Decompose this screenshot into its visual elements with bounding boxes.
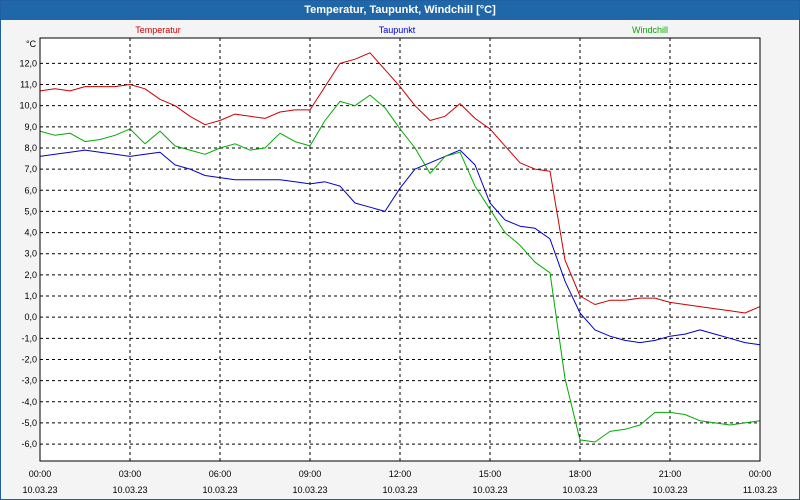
x-tick-time: 21:00: [659, 469, 682, 479]
y-tick-label: 8,0: [24, 143, 37, 153]
y-tick-label: -1,0: [21, 333, 37, 343]
y-tick-label: 1,0: [24, 291, 37, 301]
series-line-temperatur: [39, 52, 761, 314]
legend-temperatur: Temperatur: [135, 25, 181, 35]
y-tick-label: 0,0: [24, 312, 37, 322]
y-tick-label: 3,0: [24, 249, 37, 259]
x-tick-time: 18:00: [569, 469, 592, 479]
plot-border: [39, 37, 761, 462]
y-tick-label: -5,0: [21, 418, 37, 428]
y-tick-label: -3,0: [21, 376, 37, 386]
x-tick-date: 10.03.23: [22, 485, 57, 495]
x-tick-date: 10.03.23: [292, 485, 327, 495]
y-tick-label: 6,0: [24, 185, 37, 195]
x-tick-date: 10.03.23: [562, 485, 597, 495]
y-tick-label: 10,0: [19, 101, 37, 111]
y-axis: 12,0 11,0 10,0 9,0 8,0 7,0 6,0 5,0 4,0 3,0 2,0 1,0 0…: [19, 58, 37, 449]
y-tick-label: 5,0: [24, 206, 37, 216]
x-tick-time: 06:00: [209, 469, 232, 479]
series-lines: [39, 52, 761, 443]
y-tick-label: 7,0: [24, 164, 37, 174]
grid: [40, 38, 760, 461]
y-tick-label: -6,0: [21, 439, 37, 449]
y-tick-label: -2,0: [21, 354, 37, 364]
legend: Temperatur Taupunkt Windchill: [135, 25, 668, 35]
x-tick-date: 11.03.23: [743, 485, 777, 495]
y-tick-label: 9,0: [24, 122, 37, 132]
x-tick-time: 00:00: [749, 469, 772, 479]
y-axis-label: °C: [26, 39, 37, 49]
x-tick-time: 03:00: [119, 469, 142, 479]
y-tick-label: 4,0: [24, 228, 37, 238]
x-tick-time: 15:00: [479, 469, 502, 479]
x-tick-time: 00:00: [29, 469, 52, 479]
y-tick-label: 11,0: [20, 80, 37, 90]
x-tick-date: 10.03.23: [382, 485, 417, 495]
y-tick-label: 12,0: [19, 58, 37, 68]
legend-taupunkt: Taupunkt: [379, 25, 416, 35]
series-line-taupunkt: [39, 149, 761, 346]
x-axis: 00:00 10.03.23 03:00 10.03.23 06:00 10.03.23 0…: [22, 469, 777, 495]
x-tick-date: 10.03.23: [202, 485, 237, 495]
legend-windchill: Windchill: [632, 25, 668, 35]
window-title: Temperatur, Taupunkt, Windchill [°C]: [1, 1, 799, 20]
x-tick-date: 10.03.23: [652, 485, 687, 495]
x-tick-time: 09:00: [299, 469, 322, 479]
x-tick-date: 10.03.23: [112, 485, 147, 495]
y-tick-label: -4,0: [21, 397, 37, 407]
series-line-windchill: [39, 94, 761, 443]
y-tick-label: 2,0: [24, 270, 37, 280]
x-tick-time: 12:00: [389, 469, 412, 479]
x-tick-date: 10.03.23: [472, 485, 507, 495]
